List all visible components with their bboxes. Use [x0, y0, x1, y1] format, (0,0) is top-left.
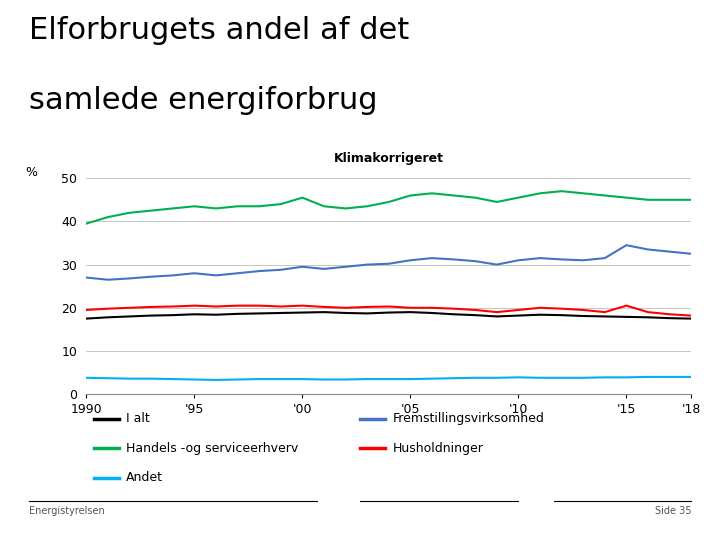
Text: Husholdninger: Husholdninger — [392, 442, 483, 455]
Text: Handels -og serviceerhverv: Handels -og serviceerhverv — [126, 442, 298, 455]
Text: Andet: Andet — [126, 471, 163, 484]
Text: Fremstillingsvirksomhed: Fremstillingsvirksomhed — [392, 412, 544, 425]
Text: Side 35: Side 35 — [654, 505, 691, 516]
Text: samlede energiforbrug: samlede energiforbrug — [29, 86, 377, 116]
Text: %: % — [25, 166, 37, 179]
Text: I alt: I alt — [126, 412, 150, 425]
Text: Energistyrelsen: Energistyrelsen — [29, 505, 104, 516]
Text: Elforbrugets andel af det: Elforbrugets andel af det — [29, 16, 409, 45]
Text: Klimakorrigeret: Klimakorrigeret — [334, 152, 444, 165]
